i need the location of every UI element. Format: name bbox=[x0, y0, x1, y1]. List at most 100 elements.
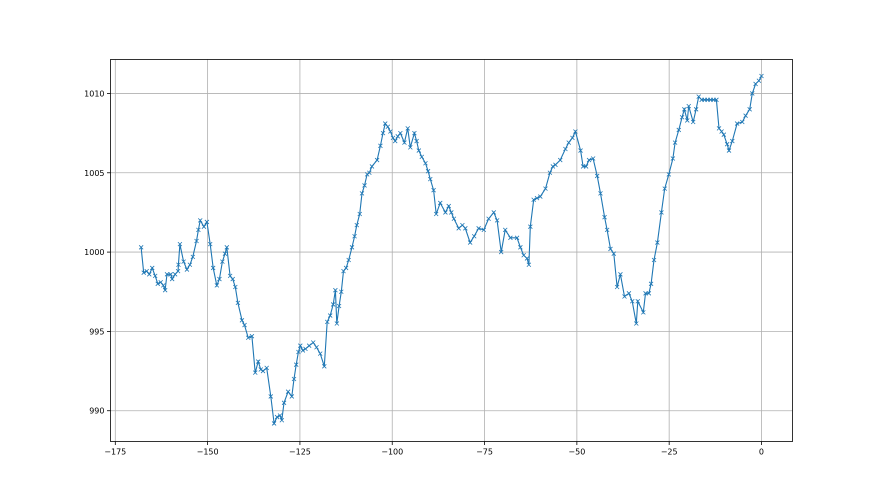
data-point-marker bbox=[446, 203, 452, 209]
data-point-marker bbox=[528, 224, 533, 229]
data-point-marker bbox=[471, 233, 477, 239]
data-point-marker bbox=[155, 281, 161, 287]
data-point-marker bbox=[207, 241, 213, 247]
data-point-marker bbox=[310, 340, 316, 345]
data-point-marker bbox=[141, 270, 147, 275]
data-point-marker bbox=[651, 257, 657, 263]
data-point-marker bbox=[245, 335, 251, 341]
data-point-marker bbox=[175, 268, 181, 274]
data-point-marker bbox=[759, 73, 764, 79]
data-point-marker bbox=[330, 302, 336, 307]
data-point-marker bbox=[333, 287, 338, 293]
series-polyline bbox=[140, 75, 762, 426]
data-point-marker bbox=[679, 114, 685, 120]
data-point-marker bbox=[168, 272, 173, 277]
x-tick-label: −125 bbox=[289, 448, 311, 457]
data-point-marker bbox=[222, 251, 228, 256]
data-point-marker bbox=[622, 294, 627, 299]
data-point-marker bbox=[230, 276, 236, 282]
data-point-marker bbox=[743, 113, 748, 118]
data-point-marker bbox=[646, 291, 652, 296]
data-point-marker bbox=[524, 256, 530, 261]
data-point-marker bbox=[586, 157, 592, 163]
data-point-marker bbox=[152, 273, 158, 279]
data-point-marker bbox=[201, 224, 207, 229]
data-point-marker bbox=[502, 227, 508, 233]
data-point-marker bbox=[682, 107, 687, 112]
data-point-marker bbox=[184, 267, 190, 272]
data-point-marker bbox=[214, 283, 220, 288]
data-point-marker bbox=[481, 227, 487, 233]
data-point-marker bbox=[433, 211, 439, 217]
data-point-marker bbox=[177, 241, 183, 247]
data-point-marker bbox=[566, 140, 572, 145]
data-point-marker bbox=[274, 414, 280, 420]
data-point-marker bbox=[573, 129, 578, 134]
data-point-marker bbox=[300, 348, 306, 353]
data-point-marker bbox=[217, 276, 222, 282]
data-point-marker bbox=[578, 148, 583, 153]
data-point-marker bbox=[693, 107, 699, 112]
data-point-marker bbox=[494, 218, 500, 223]
data-point-marker bbox=[271, 421, 277, 426]
data-point-marker bbox=[390, 135, 396, 141]
data-point-marker bbox=[239, 318, 245, 323]
data-point-marker bbox=[346, 257, 351, 263]
x-tick-label: −75 bbox=[476, 448, 493, 457]
data-point-marker bbox=[293, 362, 299, 368]
ticks: −175 −150 −125 −100 −75 −50 −25 0 990 995 1000 1005… bbox=[84, 89, 764, 456]
data-point-marker bbox=[385, 124, 391, 130]
data-point-marker bbox=[162, 287, 168, 293]
data-point-marker bbox=[643, 291, 648, 296]
data-point-marker bbox=[412, 130, 417, 136]
data-point-marker bbox=[367, 170, 372, 176]
data-point-marker bbox=[641, 310, 646, 315]
data-point-marker bbox=[380, 130, 386, 136]
data-point-marker bbox=[514, 235, 520, 241]
data-point-marker bbox=[220, 259, 225, 264]
data-point-marker bbox=[534, 195, 540, 201]
data-point-marker bbox=[359, 191, 365, 196]
data-point-marker bbox=[341, 268, 346, 274]
data-point-marker bbox=[648, 281, 654, 287]
data-point-marker bbox=[531, 197, 536, 203]
data-point-marker bbox=[362, 183, 367, 188]
data-point-marker bbox=[419, 154, 425, 160]
data-point-marker bbox=[289, 394, 295, 399]
data-point-marker bbox=[187, 262, 193, 268]
data-point-marker bbox=[158, 279, 164, 285]
y-tick-label: 990 bbox=[89, 407, 104, 416]
data-point-marker bbox=[583, 164, 589, 169]
data-point-marker bbox=[378, 143, 383, 149]
data-point-marker bbox=[747, 107, 752, 112]
data-point-marker bbox=[730, 138, 735, 144]
data-point-marker bbox=[629, 298, 635, 304]
data-point-marker bbox=[336, 303, 342, 309]
data-point-marker bbox=[734, 121, 740, 126]
data-point-marker bbox=[196, 227, 201, 233]
data-point-marker bbox=[626, 291, 632, 296]
data-point-marker bbox=[161, 283, 166, 288]
data-point-marker bbox=[138, 245, 144, 250]
data-point-marker bbox=[590, 156, 596, 161]
data-point-marker bbox=[317, 351, 323, 356]
data-point-marker bbox=[467, 240, 473, 245]
data-point-marker bbox=[676, 127, 682, 133]
data-point-marker bbox=[296, 349, 301, 355]
data-point-marker bbox=[739, 119, 745, 125]
data-point-marker bbox=[611, 251, 617, 256]
data-point-marker bbox=[224, 245, 230, 250]
data-point-marker bbox=[726, 148, 732, 153]
data-point-marker bbox=[210, 265, 216, 271]
data-point-marker bbox=[491, 210, 497, 215]
data-point-marker bbox=[144, 268, 149, 274]
data-point-marker bbox=[634, 321, 639, 326]
data-point-marker bbox=[749, 91, 755, 96]
data-point-marker bbox=[608, 246, 613, 252]
data-point-marker bbox=[146, 272, 152, 277]
y-tick-label: 1000 bbox=[84, 248, 104, 257]
data-point-marker bbox=[498, 249, 504, 255]
data-point-marker bbox=[604, 227, 610, 233]
data-point-marker bbox=[655, 240, 660, 245]
